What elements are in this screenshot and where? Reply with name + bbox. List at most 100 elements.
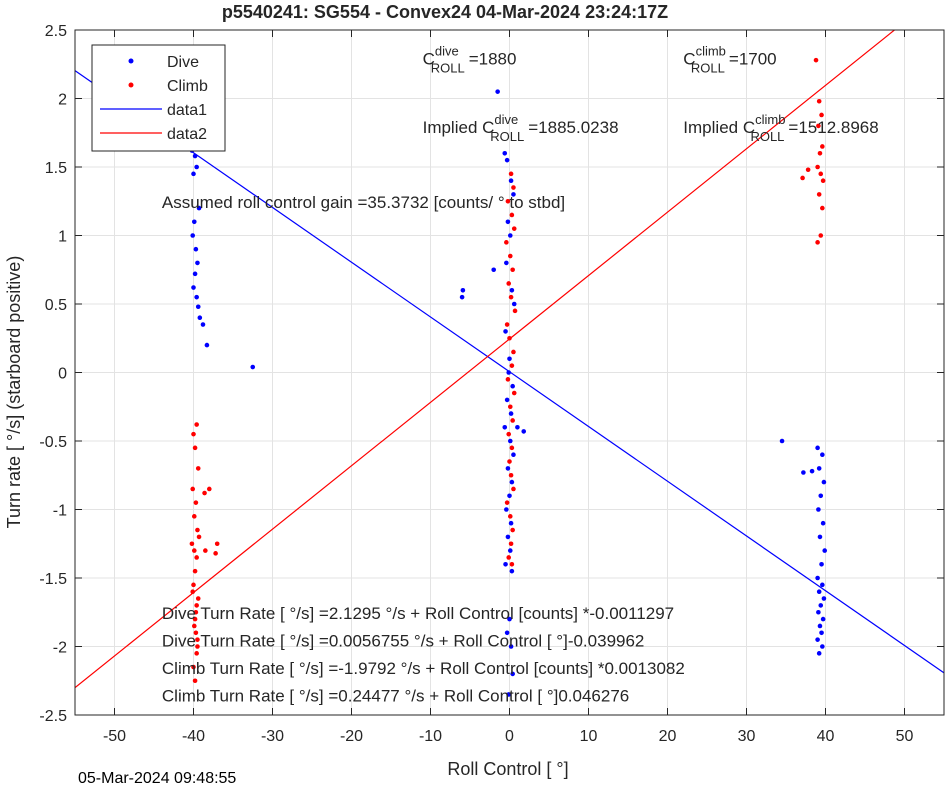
climb-point (509, 212, 515, 218)
climb-point (191, 548, 197, 553)
legend-label: data2 (167, 126, 207, 143)
y-tick-label: -2 (53, 640, 67, 657)
annotations-layer: Cdive ROLL =1880 Cclimb ROLL =1700 Implied Cdi… (162, 43, 879, 705)
climb-point (192, 616, 198, 622)
climb-point (190, 486, 196, 492)
dive-point (502, 425, 508, 430)
coefficient-annotation: Implied Cclimb ROLL =1512.8968 (683, 112, 878, 144)
dive-point (195, 304, 201, 310)
x-tick-label: -50 (103, 728, 126, 745)
legend-marker-dive (128, 58, 134, 64)
dive-point (196, 205, 202, 211)
climb-point (191, 664, 196, 670)
legend-label: Climb (167, 78, 208, 95)
dive-point (820, 582, 825, 588)
climb-point (509, 363, 515, 368)
dive-point (819, 562, 824, 567)
dive-point (460, 288, 466, 293)
y-tick-label: 2.5 (45, 23, 67, 40)
dive-point (504, 157, 510, 163)
dive-point (801, 470, 806, 475)
dive-point (192, 271, 198, 277)
climb-point (507, 404, 513, 410)
dive-point (192, 153, 198, 159)
dive-point (507, 616, 512, 622)
climb-point (504, 240, 509, 245)
dive-point (250, 364, 256, 370)
climb-point (196, 534, 202, 540)
y-tick-label: -1.5 (39, 571, 67, 588)
dive-point (191, 219, 197, 225)
climb-point (815, 240, 820, 245)
dive-point (509, 288, 515, 293)
climb-point (819, 112, 824, 118)
dive-point (821, 479, 827, 485)
climb-point (505, 198, 511, 204)
climb-point (194, 603, 199, 608)
climb-point (203, 548, 208, 553)
dive-point (817, 534, 823, 540)
y-tick-label: -2.5 (39, 708, 67, 725)
dive-point (191, 285, 196, 290)
chart-title: p5540241: SG554 - Convex24 04-Mar-2024 2… (222, 2, 668, 22)
climb-point (506, 555, 512, 560)
dive-point (816, 589, 822, 594)
dive-point (820, 520, 826, 526)
dive-point (507, 438, 513, 444)
climb-point (191, 431, 196, 437)
dive-point (195, 260, 200, 266)
climb-point (508, 294, 514, 300)
climb-point (195, 527, 200, 533)
dive-point (504, 507, 509, 512)
dive-point (200, 322, 206, 327)
dive-point (816, 651, 822, 656)
climb-point (820, 178, 826, 183)
climb-point (214, 541, 220, 547)
dive-point (193, 246, 199, 252)
x-tick-label: 10 (580, 728, 598, 745)
equation-annotation: Dive Turn Rate [ °/s] =0.0056755 °/s + R… (162, 632, 645, 651)
coefficient-annotation: Implied Cdive ROLL =1885.0238 (423, 112, 619, 144)
dive-point (507, 548, 513, 553)
climb-point (506, 281, 512, 286)
x-tick-label: -20 (340, 728, 363, 745)
dive-point (204, 342, 210, 348)
climb-point (194, 422, 199, 427)
dive-point (816, 507, 821, 512)
axes-layer: -50 -40 -30 -20 -10 0 10 20 30 40 50-2.5-2-1.5-1-0… (39, 23, 945, 745)
dive-point (816, 609, 821, 615)
dive-point (816, 466, 822, 471)
dive-point (503, 329, 508, 334)
dive-point (495, 89, 500, 94)
dive-point (818, 493, 824, 499)
dive-point (822, 548, 828, 553)
climb-point (510, 267, 515, 273)
y-tick-label: 2 (58, 92, 67, 109)
dive-point (815, 637, 820, 642)
dive-point (491, 267, 497, 273)
dive-point (508, 178, 514, 183)
climb-point (512, 308, 518, 314)
climb-point (192, 678, 198, 684)
climb-point (507, 335, 512, 341)
climb-point (818, 171, 824, 177)
dive-point (818, 603, 824, 608)
y-axis-label: Turn rate [ °/s] (starboard positive) (4, 256, 24, 529)
climb-point (816, 192, 822, 197)
equation-annotation: Assumed roll control gain =35.3732 [coun… (162, 193, 565, 212)
climb-point (195, 596, 201, 601)
dive-point (506, 370, 512, 375)
y-tick-label: 1 (58, 229, 67, 246)
dive-point (511, 301, 517, 307)
dive-point (197, 315, 203, 321)
climb-point (813, 57, 819, 63)
timestamp: 05-Mar-2024 09:48:55 (78, 770, 237, 787)
y-tick-label: 0.5 (45, 297, 67, 314)
climb-point (195, 644, 200, 649)
x-tick-label: 40 (817, 728, 835, 745)
dive-point (191, 171, 196, 177)
climb-point (509, 445, 515, 451)
dive-point (504, 260, 509, 266)
dive-point (505, 466, 511, 471)
